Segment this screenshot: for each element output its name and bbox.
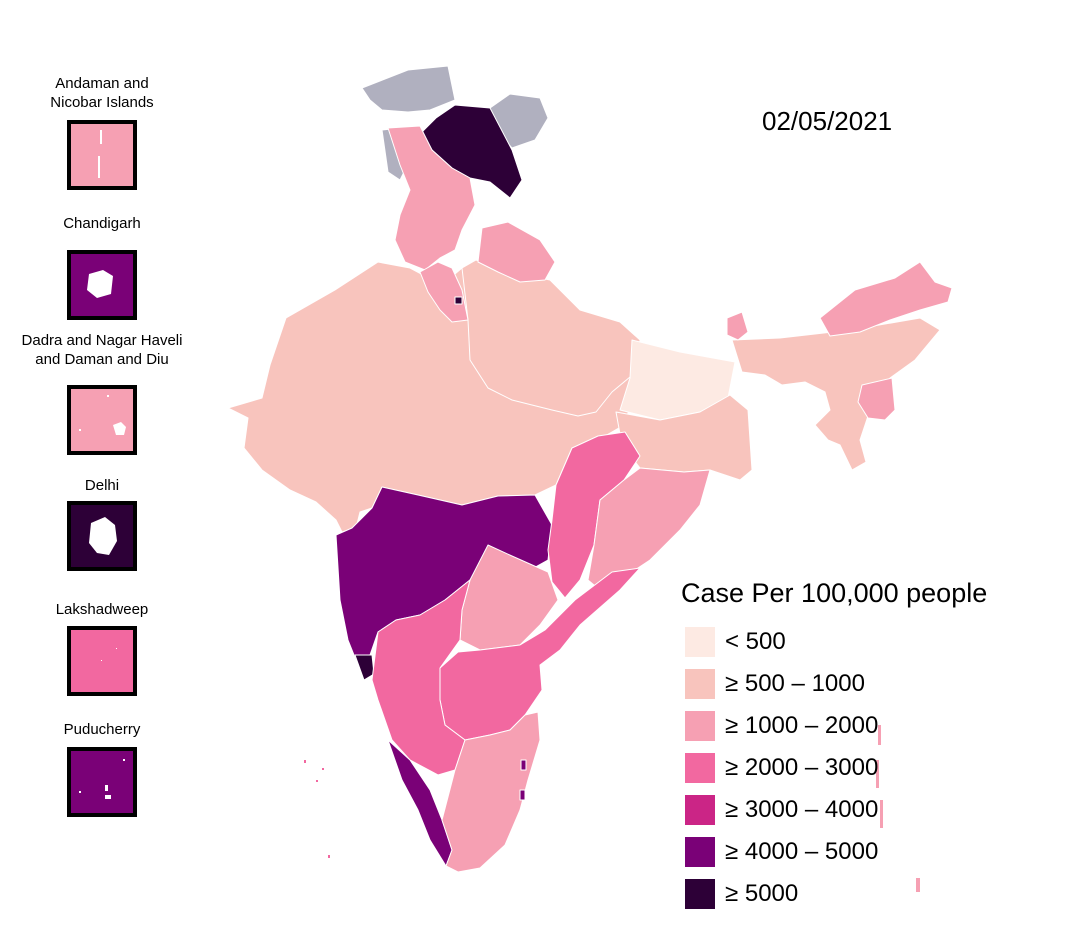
- legend-swatch: [685, 879, 715, 909]
- legend-swatch: [685, 837, 715, 867]
- legend-label: ≥ 5000: [725, 880, 799, 907]
- legend-label: ≥ 1000 – 2000: [725, 712, 879, 739]
- legend-item: ≥ 2000 – 3000: [685, 753, 878, 783]
- legend-item: < 500: [685, 627, 786, 657]
- legend-item: ≥ 4000 – 5000: [685, 837, 878, 867]
- inset-map-shape: [87, 270, 113, 298]
- region-chhattisgarh: [547, 431, 641, 599]
- legend-item: ≥ 5000: [685, 879, 798, 909]
- inset-map-box: [67, 747, 137, 817]
- region-arunachal: [819, 261, 953, 337]
- region-puducherry-dot: [520, 759, 527, 771]
- inset-label: Delhi: [2, 476, 202, 495]
- andaman-islands-map: [876, 725, 920, 892]
- region-northeast: [731, 317, 941, 471]
- inset-label-line: Delhi: [84, 477, 120, 494]
- legend-label: ≥ 500 – 1000: [725, 670, 865, 697]
- legend-label: ≥ 4000 – 5000: [725, 838, 879, 865]
- legend-swatch: [685, 753, 715, 783]
- legend-swatch: [685, 627, 715, 657]
- inset-label: Andaman and Nicobar Islands: [2, 74, 202, 112]
- region-delhi-dot: [454, 296, 463, 305]
- inset-label-line: Puducherry: [63, 721, 141, 738]
- region-haryana: [419, 261, 469, 323]
- legend-item: ≥ 3000 – 4000: [685, 795, 878, 825]
- inset-map-shape: [101, 648, 117, 661]
- legend-label: ≥ 3000 – 4000: [725, 796, 879, 823]
- region-uttarakhand: [477, 221, 556, 283]
- inset-label-line: Nicobar Islands: [50, 94, 154, 111]
- inset-label-line: Lakshadweep: [55, 601, 149, 618]
- inset-map-box: [67, 626, 137, 696]
- inset-map-box: [67, 120, 137, 190]
- inset-map-shape: [79, 759, 125, 799]
- inset-label-line: and Daman and Diu: [35, 351, 169, 368]
- inset-label: Chandigarh: [2, 214, 202, 233]
- region-goa: [354, 654, 375, 681]
- region-puducherry-dot2: [519, 789, 526, 801]
- inset-map-box: [67, 501, 137, 571]
- inset-map-box: [67, 385, 137, 455]
- region-ladakh: [421, 104, 523, 199]
- legend-label: < 500: [725, 628, 786, 655]
- region-jharkhand-wb: [615, 394, 753, 481]
- region-himachal-punjab: [387, 125, 476, 271]
- inset-label: Dadra and Nagar Haveli and Daman and Diu: [2, 331, 202, 369]
- date-label: 02/05/2021: [762, 106, 893, 136]
- legend-swatch: [685, 711, 715, 741]
- region-odisha: [587, 467, 711, 591]
- inset-label-line: Andaman and: [55, 75, 149, 92]
- inset-map-shape: [79, 395, 126, 435]
- legend-title: Case Per 100,000 people: [681, 578, 988, 608]
- lakshadweep-islands-map: [304, 760, 330, 858]
- legend-item: ≥ 500 – 1000: [685, 669, 865, 699]
- inset-label-line: Dadra and Nagar Haveli: [21, 332, 183, 349]
- region-sikkim: [726, 311, 749, 341]
- legend-swatch: [685, 795, 715, 825]
- inset-label-line: Chandigarh: [63, 215, 141, 232]
- region-kashmir-pok: [361, 65, 456, 113]
- inset-label: Lakshadweep: [2, 600, 202, 619]
- inset-map-shape: [89, 517, 117, 555]
- inset-map-box: [67, 250, 137, 320]
- inset-label: Puducherry: [2, 720, 202, 739]
- region-mizoram: [857, 377, 896, 421]
- region-karnataka: [371, 579, 471, 776]
- inset-map-shape: [98, 130, 102, 178]
- legend-label: ≥ 2000 – 3000: [725, 754, 879, 781]
- legend-item: ≥ 1000 – 2000: [685, 711, 878, 741]
- legend-swatch: [685, 669, 715, 699]
